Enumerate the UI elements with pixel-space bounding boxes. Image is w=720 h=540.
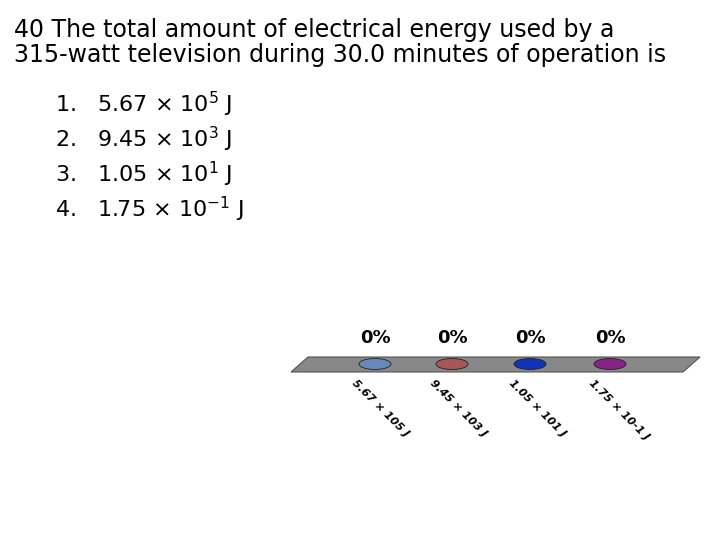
Ellipse shape: [359, 359, 391, 369]
Text: 2.   9.45 $\times$ 10$^{3}$ J: 2. 9.45 $\times$ 10$^{3}$ J: [55, 125, 233, 154]
Ellipse shape: [594, 359, 626, 369]
Text: 1.05 × 101 J: 1.05 × 101 J: [507, 378, 568, 438]
Ellipse shape: [514, 359, 546, 369]
Text: 0%: 0%: [437, 329, 467, 347]
Ellipse shape: [436, 359, 468, 369]
Text: 315-watt television during 30.0 minutes of operation is: 315-watt television during 30.0 minutes …: [14, 43, 666, 67]
Text: 0%: 0%: [360, 329, 390, 347]
Text: 3.   1.05 $\times$ 10$^{1}$ J: 3. 1.05 $\times$ 10$^{1}$ J: [55, 160, 233, 189]
Text: 1.   5.67 $\times$ 10$^{5}$ J: 1. 5.67 $\times$ 10$^{5}$ J: [55, 90, 233, 119]
Text: 4.   1.75 $\times$ 10$^{-1}$ J: 4. 1.75 $\times$ 10$^{-1}$ J: [55, 195, 243, 224]
Text: 0%: 0%: [595, 329, 625, 347]
Polygon shape: [291, 357, 700, 372]
Text: 40 The total amount of electrical energy used by a: 40 The total amount of electrical energy…: [14, 18, 614, 42]
Text: 9.45 × 103 J: 9.45 × 103 J: [428, 378, 489, 438]
Text: 1.75 × 10-1 J: 1.75 × 10-1 J: [587, 378, 651, 442]
Text: 0%: 0%: [515, 329, 545, 347]
Text: 5.67 × 105 J: 5.67 × 105 J: [350, 378, 410, 438]
